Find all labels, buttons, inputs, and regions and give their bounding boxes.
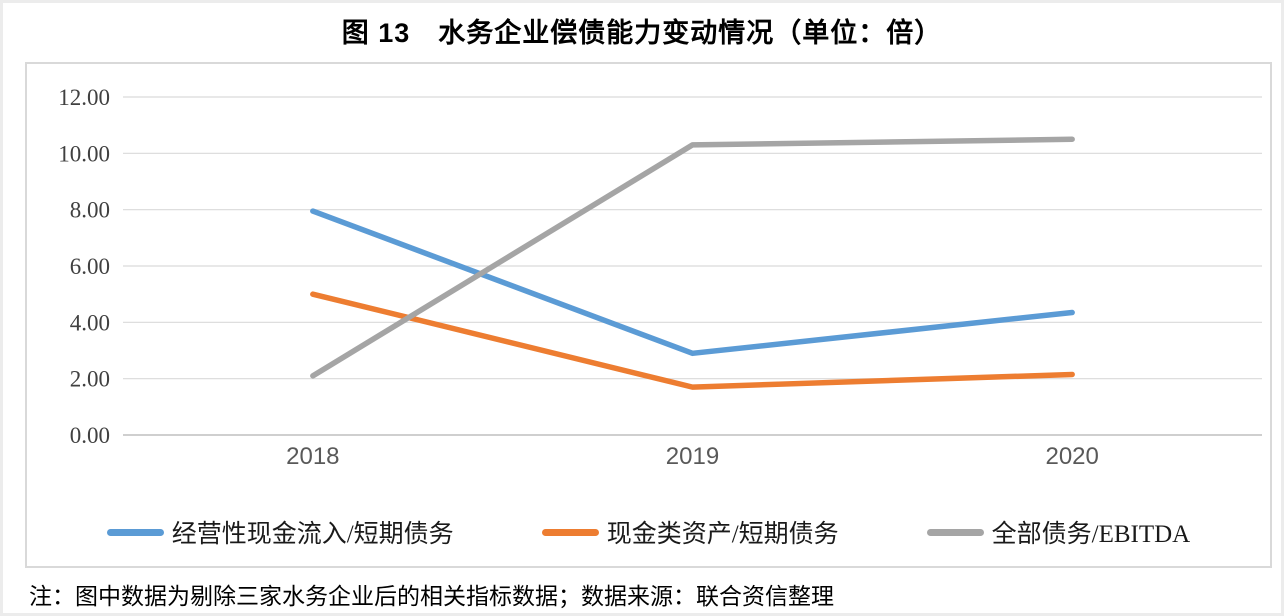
legend-label-operating-cash: 经营性现金流入/短期债务 <box>171 521 454 548</box>
x-tick-label: 2020 <box>1045 443 1098 470</box>
y-tick-label: 12.00 <box>58 85 110 110</box>
x-tick-label: 2018 <box>286 443 339 470</box>
y-tick-label: 6.00 <box>70 254 110 279</box>
series-line <box>310 291 1075 390</box>
line-chart: 0.00 2.00 4.00 6.00 8.00 10.00 12.00 2018 2019 20… <box>58 85 1262 470</box>
y-tick-label: 2.00 <box>70 367 110 392</box>
chart-note: 注：图中数据为剔除三家水务企业后的相关指标数据；数据来源：联合资信整理 <box>29 584 834 609</box>
chart-legend: 经营性现金流入/短期债务 现金类资产/短期债务 全部债务/EBITDA <box>27 514 1270 550</box>
series-line <box>310 136 1075 379</box>
y-tick-label: 10.00 <box>58 141 110 166</box>
series-line <box>310 208 1075 357</box>
y-tick-label: 4.00 <box>70 310 110 335</box>
legend-label-total-debt: 全部债务/EBITDA <box>991 521 1191 548</box>
legend-marker-blue <box>106 528 164 536</box>
legend-item-cash-assets: 现金类资产/短期债务 <box>541 514 839 550</box>
legend-marker-orange <box>541 528 599 536</box>
chart-title: 图 13 水务企业偿债能力变动情况（单位：倍） <box>341 18 943 48</box>
y-tick-label: 0.00 <box>70 423 110 448</box>
y-tick-label: 8.00 <box>70 198 110 223</box>
legend-item-total-debt: 全部债务/EBITDA <box>926 514 1191 550</box>
legend-item-operating-cash: 经营性现金流入/短期债务 <box>106 514 454 550</box>
chart-frame: 0.00 2.00 4.00 6.00 8.00 10.00 12.00 2018 2019 20… <box>25 62 1272 568</box>
legend-label-cash-assets: 现金类资产/短期债务 <box>606 521 839 548</box>
x-tick-label: 2019 <box>666 443 719 470</box>
legend-marker-gray <box>926 528 984 536</box>
